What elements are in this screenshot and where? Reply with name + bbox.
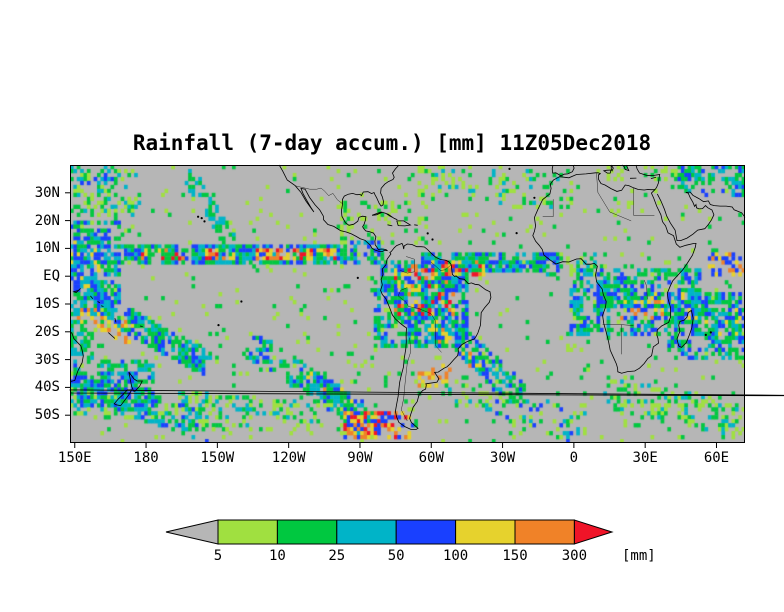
colorbar-segment-100-150: [455, 519, 516, 545]
coastline-north-america: [278, 164, 400, 252]
coastline-jamaica: [387, 224, 393, 227]
lon-tick-label-180: 180: [133, 450, 159, 466]
border-tanzania: [643, 280, 648, 300]
lat-tick-label-50S: 50S: [34, 407, 60, 424]
coastline-iberia: [551, 164, 575, 177]
coastline-vanuatu: [114, 318, 117, 323]
colorbar-tick-label-100: 100: [442, 548, 469, 564]
lat-tick-label-30N: 30N: [34, 184, 60, 201]
island-dot: [356, 276, 359, 279]
lat-tick-label-20S: 20S: [34, 323, 60, 340]
lon-tick-label-120W: 120W: [271, 450, 306, 466]
colorbar-segment-5-10: [217, 519, 278, 545]
coastline-tasmania-sliver: [69, 389, 784, 397]
coastline-puerto-rico: [414, 224, 418, 226]
colorbar-segment-50-100: [395, 519, 457, 545]
lon-tick-label-90W: 90W: [347, 450, 373, 466]
lat-tick-label-10S: 10S: [34, 296, 60, 312]
colorbar-left-arrow: [165, 519, 219, 545]
coastline-sicily: [602, 169, 612, 174]
lat-tick-label-30S: 30S: [34, 351, 60, 368]
coastline-australia-east: [69, 331, 84, 382]
colorbar-tick-label-25: 25: [328, 548, 346, 564]
colorbar-segment-25-50: [336, 519, 397, 545]
lat-tick-label-10N: 10N: [34, 240, 60, 257]
lat-tick-label-20N: 20N: [34, 212, 60, 229]
island-dot: [508, 167, 511, 170]
colorbar-tick-label-300: 300: [561, 548, 588, 564]
coastline-new-caledonia: [108, 332, 116, 339]
border-ne-africa: [596, 173, 632, 222]
lon-tick-label-150E: 150E: [57, 450, 92, 466]
colorbar-tick-label-50: 50: [387, 548, 405, 564]
coastline-fiji: [139, 325, 143, 327]
coastline-italy-boot: [610, 164, 614, 172]
coastline-turkey-levant: [635, 164, 661, 190]
colorbar-segment-10-25: [276, 519, 338, 545]
map-frame: [70, 165, 745, 443]
coastline-madagascar: [676, 309, 694, 348]
lon-tick-label-150W: 150W: [200, 450, 235, 466]
island-dot: [197, 215, 200, 218]
rainfall-field-canvas: [70, 165, 745, 443]
island-dot: [200, 217, 203, 220]
colorbar-segment-150-300: [514, 519, 575, 545]
coastline-solomons-2: [97, 301, 101, 304]
lon-tick-label-0: 0: [569, 450, 579, 466]
lon-tick-label-30E: 30E: [632, 450, 658, 466]
chart-title: Rainfall (7-day accum.) [mm] 11Z05Dec201…: [132, 131, 652, 155]
coastline-africa: [532, 172, 697, 374]
colorbar-tick-label-150: 150: [502, 548, 528, 564]
island-dot: [709, 331, 712, 334]
coastline-arabia-iran: [656, 191, 746, 241]
border-us-mexico: [295, 185, 344, 205]
border-colombia-venezuela: [400, 256, 415, 274]
coastline-solomons-3: [100, 305, 104, 307]
island-dot: [240, 300, 243, 303]
island-dot: [515, 232, 518, 235]
coastline-south-america: [380, 242, 492, 430]
coastline-nz-south-island: [113, 389, 133, 407]
island-dot: [426, 232, 429, 235]
coastline-greece: [621, 164, 630, 172]
border-egypt: [633, 187, 655, 216]
colorbar-tick-label-5: 5: [213, 548, 223, 564]
border-chile-argentina: [401, 337, 412, 422]
map-geometry-layer: [69, 164, 784, 430]
lat-tick-label-EQ: EQ: [43, 268, 60, 285]
coastline-cyprus: [650, 176, 657, 179]
border-guyanas: [430, 261, 452, 271]
lon-tick-label-60W: 60W: [418, 450, 444, 466]
coastline-hispaniola: [396, 220, 412, 227]
lon-tick-label-60E: 60E: [703, 450, 730, 466]
coastline-nz-north-island: [128, 371, 143, 392]
border-peru-brazil: [397, 287, 409, 307]
coastline-cuba: [371, 211, 398, 221]
coastline-solomons-1: [90, 295, 94, 299]
lat-tick-label-40S: 40S: [34, 379, 60, 396]
border-angola-namibia: [602, 324, 634, 326]
colorbar-right-arrow: [573, 519, 614, 545]
colorbar-tick-label-10: 10: [268, 548, 286, 564]
island-dot: [217, 324, 220, 327]
island-dot: [431, 238, 434, 241]
border-bolivia-brazil: [408, 306, 437, 333]
island-dot: [533, 196, 536, 199]
border-west-sahara: [542, 199, 554, 217]
lon-tick-label-30W: 30W: [489, 450, 516, 466]
island-dot: [704, 333, 707, 336]
colorbar-unit-label: [mm]: [622, 548, 656, 564]
island-dot: [203, 220, 206, 223]
border-paraguay: [435, 332, 442, 353]
coastline-new-britain: [72, 288, 81, 294]
